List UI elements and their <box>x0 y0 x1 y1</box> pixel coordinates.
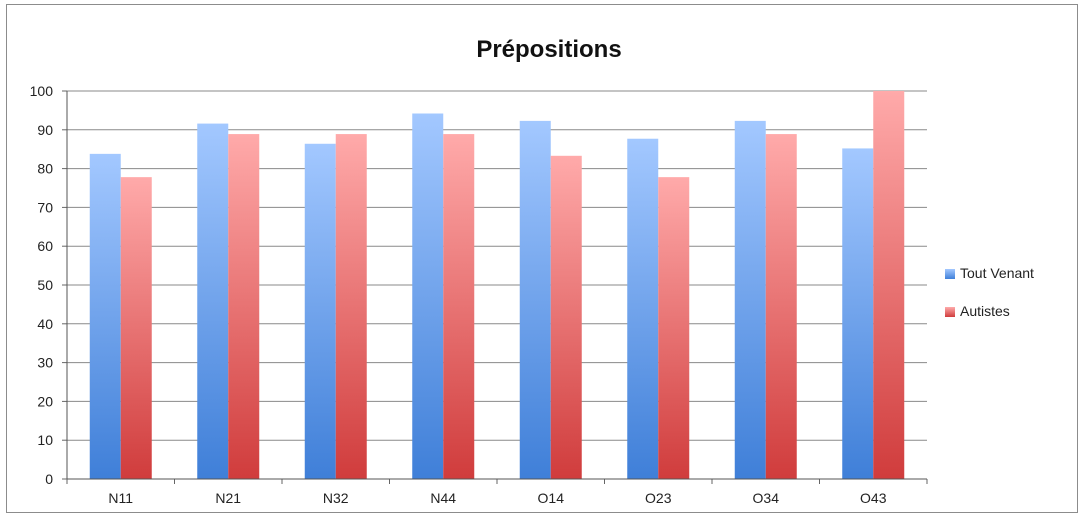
y-tick-label: 20 <box>37 393 53 409</box>
bar-autistes-n11 <box>120 177 152 480</box>
bar-tout-venant-o23 <box>627 138 659 479</box>
bars <box>89 91 905 480</box>
y-tick-label: 70 <box>37 199 53 215</box>
y-tick-label: 40 <box>37 316 53 332</box>
bar-autistes-o34 <box>765 134 797 479</box>
chart-title: Prépositions <box>476 36 621 63</box>
x-tick-label: N11 <box>108 490 133 506</box>
bar-tout-venant-n21 <box>197 123 229 479</box>
y-tick-label: 60 <box>37 238 53 254</box>
bar-autistes-o23 <box>658 177 690 480</box>
y-tick-label: 10 <box>37 432 53 448</box>
y-tick-label: 0 <box>45 471 53 487</box>
x-tick-label: O34 <box>753 490 780 506</box>
bar-autistes-n32 <box>335 134 367 479</box>
bar-tout-venant-n44 <box>412 113 444 479</box>
x-tick-label: O14 <box>538 490 565 506</box>
x-tick-label: N32 <box>323 490 349 506</box>
bar-tout-venant-o14 <box>519 120 551 479</box>
y-tick-label: 30 <box>37 355 53 371</box>
x-tick-label: O43 <box>860 490 887 506</box>
legend-swatch <box>945 307 955 317</box>
bar-tout-venant-o34 <box>734 120 766 479</box>
x-tick-label: N44 <box>430 490 456 506</box>
legend-label: Tout Venant <box>960 265 1034 281</box>
y-tick-label: 80 <box>37 161 53 177</box>
bar-tout-venant-o43 <box>842 148 874 479</box>
bar-autistes-o43 <box>873 91 905 479</box>
grid-lines <box>67 90 927 441</box>
bar-tout-venant-n32 <box>304 143 336 479</box>
bar-autistes-n44 <box>443 134 475 479</box>
legend: Tout Venant Autistes <box>945 265 1034 319</box>
x-tick-label: O23 <box>645 490 672 506</box>
legend-swatch <box>945 269 955 279</box>
y-tick-label: 100 <box>30 83 54 99</box>
legend-label: Autistes <box>960 303 1010 319</box>
axes: 0 10 20 30 40 50 60 70 80 90 100 N11 N21 N32 N44 O14 O23… <box>30 83 928 506</box>
bar-tout-venant-n11 <box>89 153 121 479</box>
y-tick-label: 90 <box>37 122 53 138</box>
y-tick-label: 50 <box>37 277 53 293</box>
x-tick-label: N21 <box>215 490 241 506</box>
bar-autistes-o14 <box>550 155 582 479</box>
bar-autistes-n21 <box>228 134 260 479</box>
